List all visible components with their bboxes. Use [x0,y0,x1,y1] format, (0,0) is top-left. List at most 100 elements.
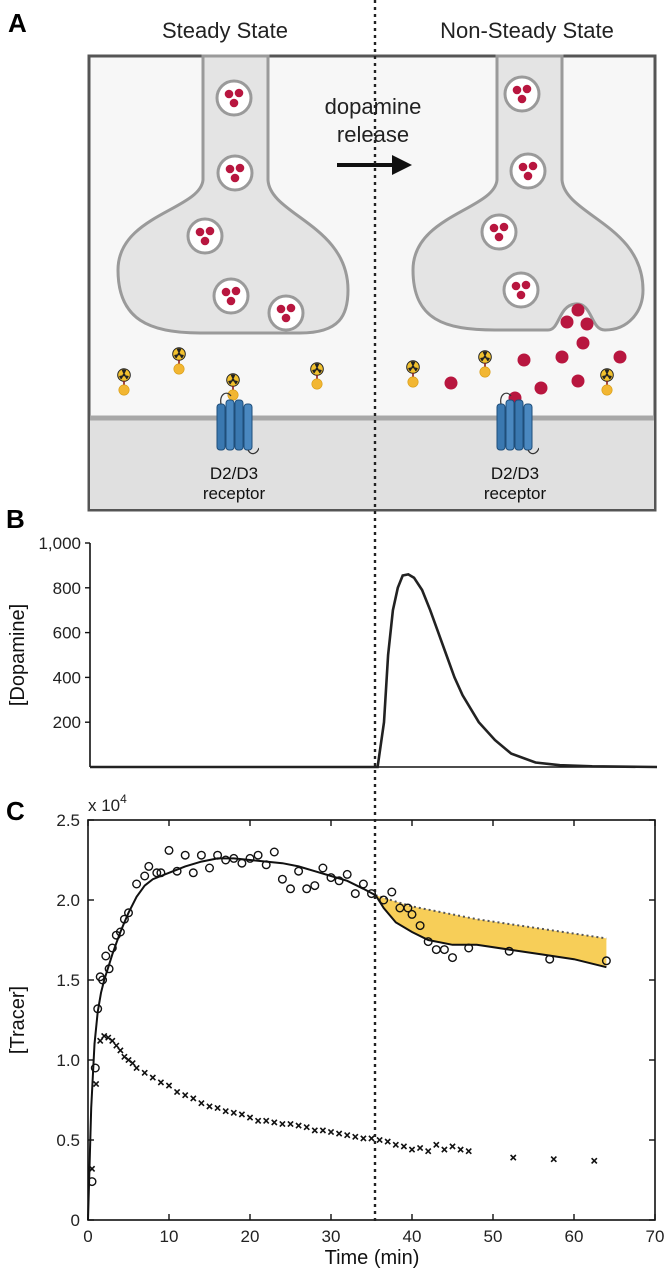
arrow-label-line1: dopamine [325,94,422,119]
tracer-point [188,868,198,878]
vesicle [509,152,547,190]
plasma-point [392,1141,399,1148]
tracer-point [107,943,117,953]
x-tick-label: 20 [241,1227,260,1246]
plasma-measurements [88,1032,598,1172]
tracer-point [87,1177,97,1187]
plasma-point [157,1079,165,1086]
plasma-point [408,1146,416,1153]
tracer-point [237,858,247,868]
tracer-point [123,908,133,918]
tracer-point [387,887,397,897]
tracer-point [253,850,263,860]
plasma-point [287,1120,294,1128]
tracer-point [407,909,417,919]
dopamine-curve [90,573,658,769]
tracer-point [504,946,514,956]
panel-b-y-ticks: 1,000 800 600 400 200 [38,534,90,732]
plasma-point [400,1143,408,1150]
non-steady-state-title: Non-Steady State [440,18,614,43]
plasma-point [465,1148,472,1155]
tracer-point [104,964,114,974]
x-tick-label: 0 [83,1227,92,1246]
plasma-point [449,1143,456,1150]
plasma-point [295,1122,302,1129]
panel-b-letter: B [6,504,25,534]
tracer-point [403,903,413,913]
tracer-point [294,866,304,876]
y-tick-label: 1.5 [56,971,80,990]
tracer-point [367,889,377,899]
x-tick-label: 50 [484,1227,503,1246]
panel-c-y-multiplier: x 104 [88,792,127,815]
plasma-point [433,1141,440,1148]
tracer-point [448,953,458,963]
panel-b-ylabel: [Dopamine] [7,604,29,706]
plasma-point [238,1111,246,1118]
tracer-point [545,954,555,964]
tracer-point [204,863,214,873]
plasma-point [441,1146,448,1153]
tracer-point [277,874,287,884]
tracer-point [90,1063,100,1073]
tracer-point [115,927,125,937]
tracer-point [342,869,352,879]
tracer-point [269,847,279,857]
plasma-point [335,1130,343,1137]
tracer-point [119,914,129,924]
tracer-point [245,853,255,863]
plasma-point [113,1042,120,1049]
tracer-point [164,845,174,855]
tracer-point [464,943,474,953]
plasma-point [591,1157,598,1164]
tracer-point [144,861,154,871]
plasma-point [129,1060,136,1067]
y-tick-label: 400 [53,668,81,687]
plasma-point [117,1047,124,1054]
y-tick-label: 2.5 [56,811,80,830]
tracer-point [180,850,190,860]
receptor-label-left-line2: receptor [203,484,266,503]
plasma-point [101,1032,108,1040]
presynaptic-terminal-right [411,54,645,332]
plasma-point [133,1064,140,1072]
panel-c-letter: C [6,796,25,826]
presynaptic-terminal-left [116,54,350,335]
tracer-point [601,956,611,966]
tracer-point [358,879,368,889]
x-tick-label: 70 [646,1227,665,1246]
plasma-point [311,1127,318,1134]
plasma-point [384,1138,391,1145]
x-tick-label: 30 [322,1227,341,1246]
vesicle [212,277,250,315]
plasma-point [206,1103,213,1110]
plasma-point [246,1114,254,1121]
plasma-point [360,1135,367,1142]
tracer-fit-line [87,857,607,1221]
plasma-point [254,1117,262,1124]
tracer-point [152,868,162,878]
tracer-measurements [87,845,611,1187]
receptor-label-left-line1: D2/D3 [210,464,258,483]
arrow-label-line2: release [337,122,409,147]
plasma-point [214,1104,221,1112]
postsynaptic-membrane [90,418,654,509]
tracer-point [318,863,328,873]
tracer-point [229,853,239,863]
plasma-point [149,1074,156,1081]
plasma-point [141,1069,148,1076]
vesicle [503,75,541,113]
tracer-point [140,871,150,881]
panel-c-frame [87,819,656,1221]
y-tick-label: 2.0 [56,891,80,910]
tracer-point [379,895,389,905]
plasma-point [190,1095,197,1102]
tracer-point [221,855,231,865]
y-tick-label: 800 [53,579,81,598]
plasma-point [222,1108,229,1115]
plasma-point [319,1127,327,1134]
y-tick-label: 1,000 [38,534,81,553]
plasma-point [416,1144,424,1152]
y-tick-label: 0.5 [56,1131,80,1150]
tracer-point [132,879,142,889]
